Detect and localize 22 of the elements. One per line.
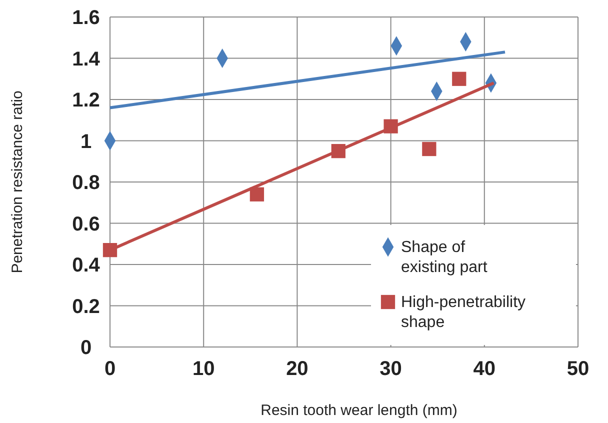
x-tick-label: 30 [380, 358, 402, 380]
y-tick-label: 1 [80, 130, 92, 153]
x-tick-label: 50 [566, 358, 590, 380]
x-tick-label: 0 [104, 358, 116, 380]
x-axis-title: Resin tooth wear length (mm) [260, 402, 458, 419]
y-axis-title: Penetration resistance ratio [9, 90, 26, 274]
legend-label: Shape of existing part [401, 239, 488, 276]
y-tick-label: 0.4 [72, 254, 101, 276]
legend-label: High-penetrability shape [401, 294, 526, 331]
point [422, 142, 436, 156]
y-tick-label: 0 [80, 337, 92, 359]
y-tick-label: 0.2 [72, 296, 100, 318]
y-tick-label: 1.2 [72, 90, 100, 112]
x-tick-label: 40 [473, 358, 496, 380]
x-tick-label: 20 [286, 358, 308, 380]
y-tick-label: 0.8 [72, 172, 100, 194]
x-tick-label: 10 [192, 358, 215, 380]
point [250, 187, 264, 202]
y-tick-label: 0.6 [72, 213, 100, 236]
y-tick-label: 1.4 [72, 48, 101, 70]
point [452, 72, 466, 86]
y-tick-label: 1.6 [72, 7, 100, 29]
